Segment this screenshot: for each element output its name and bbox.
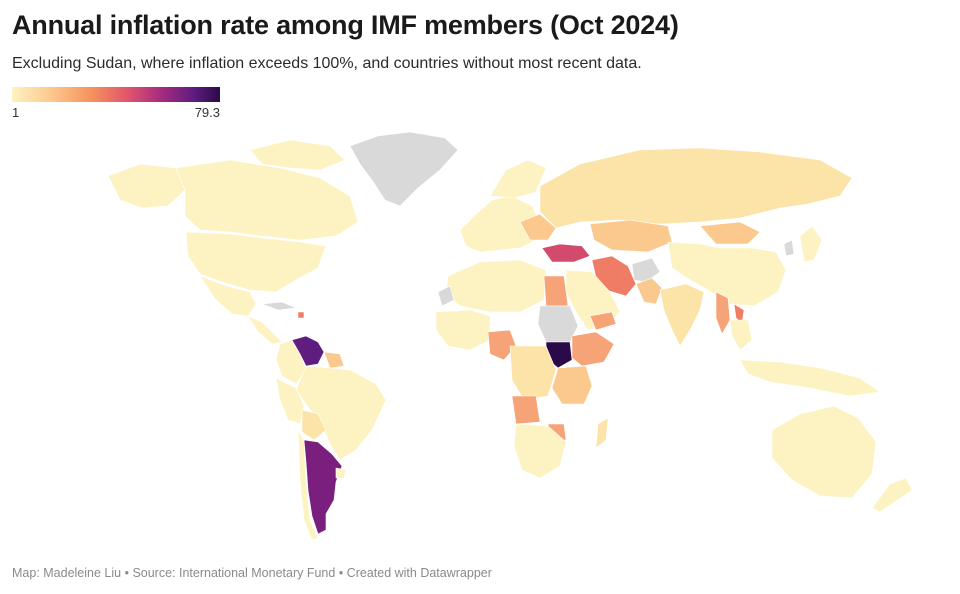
legend-min-label: 1 (12, 105, 20, 120)
region-indonesia[interactable] (739, 359, 881, 397)
region-canada[interactable] (175, 159, 359, 241)
region-haiti[interactable] (297, 311, 305, 319)
world-map (107, 131, 913, 541)
region-west-africa[interactable] (435, 309, 491, 351)
footer-separator: • (335, 566, 347, 580)
region-mongolia[interactable] (699, 221, 761, 245)
region-russia[interactable] (539, 147, 853, 229)
chart-title: Annual inflation rate among IMF members … (12, 10, 679, 40)
region-bolivia[interactable] (301, 409, 327, 441)
footer-created-with: Created with Datawrapper (346, 566, 492, 580)
region-central-africa[interactable] (509, 345, 557, 401)
region-venezuela[interactable] (291, 335, 325, 367)
region-afghanistan[interactable] (631, 257, 661, 283)
region-alaska[interactable] (107, 163, 186, 209)
footer-source: Source: International Monetary Fund (132, 566, 336, 580)
footer-map-credit: Map: Madeleine Liu (12, 566, 122, 580)
region-united-states[interactable] (185, 231, 327, 293)
region-chile[interactable] (297, 429, 319, 541)
region-western-sahara[interactable] (437, 285, 455, 307)
region-india[interactable] (659, 283, 705, 347)
region-argentina[interactable] (303, 439, 343, 535)
region-ukraine[interactable] (519, 213, 557, 241)
region-madagascar[interactable] (595, 417, 609, 449)
region-turkey[interactable] (541, 243, 591, 263)
region-central-america[interactable] (247, 315, 283, 345)
region-southern-africa[interactable] (513, 423, 567, 479)
legend-max-label: 79.3 (194, 105, 220, 120)
chart-subtitle: Excluding Sudan, where inflation exceeds… (12, 55, 642, 72)
region-cuba[interactable] (261, 301, 298, 311)
region-brazil[interactable] (295, 365, 387, 461)
region-scandinavia[interactable] (489, 159, 547, 199)
region-ethiopia[interactable] (571, 331, 615, 367)
region-uruguay[interactable] (335, 467, 347, 479)
region-nigeria[interactable] (487, 329, 517, 361)
region-canada-arctic[interactable] (249, 139, 346, 171)
region-angola[interactable] (511, 395, 541, 425)
region-yemen[interactable] (589, 311, 617, 331)
region-korea[interactable] (783, 239, 795, 257)
region-greenland[interactable] (349, 131, 459, 207)
color-legend: 1 79.3 (12, 87, 220, 120)
region-kazakhstan[interactable] (589, 219, 673, 253)
footer-credits: Map: Madeleine Liu • Source: Internation… (12, 566, 492, 580)
region-egypt[interactable] (543, 275, 569, 307)
region-china[interactable] (667, 241, 787, 307)
region-guianas[interactable] (323, 351, 345, 369)
region-mexico[interactable] (199, 275, 257, 317)
region-australia[interactable] (771, 405, 877, 499)
region-north-africa[interactable] (445, 259, 547, 313)
legend-gradient-bar (12, 87, 220, 102)
region-myanmar[interactable] (715, 291, 731, 335)
region-east-africa[interactable] (551, 365, 593, 405)
region-new-zealand[interactable] (871, 477, 913, 513)
region-japan[interactable] (799, 225, 823, 263)
region-pakistan[interactable] (635, 277, 663, 305)
footer-separator: • (121, 566, 133, 580)
region-peru[interactable] (275, 377, 305, 425)
region-southeast-asia[interactable] (729, 319, 753, 351)
